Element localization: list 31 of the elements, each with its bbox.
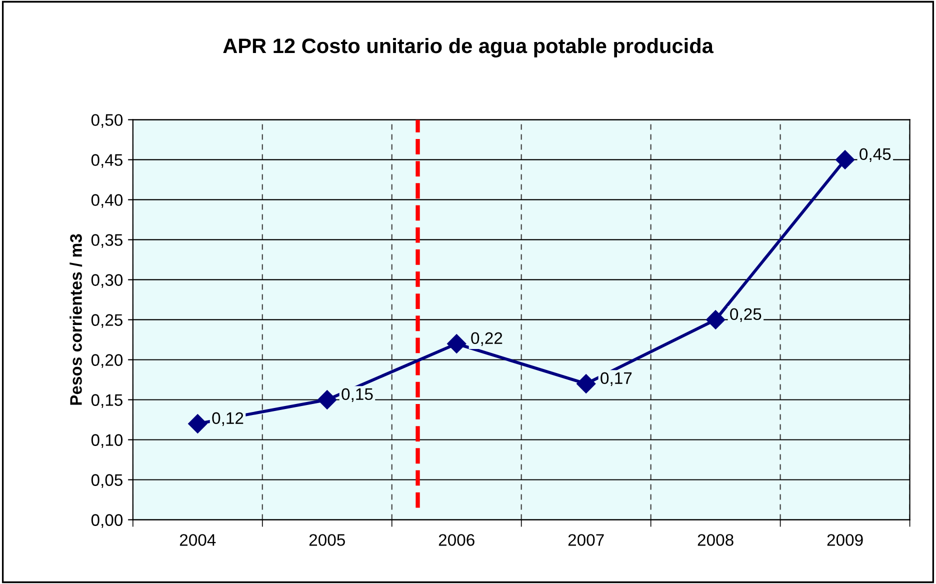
point xyxy=(576,374,596,394)
y-tick-label: 0,20 xyxy=(91,354,123,368)
x-tick-label: 2005 xyxy=(309,534,345,546)
data-label: 0,17 xyxy=(600,372,632,386)
y-tick-label: 0,35 xyxy=(91,234,122,248)
x-tick-label: 2009 xyxy=(827,534,863,546)
point xyxy=(318,390,337,410)
y-tick-label: 0,10 xyxy=(91,434,123,448)
y-tick-label: 0,40 xyxy=(91,194,123,208)
point xyxy=(706,310,726,330)
data-label: 0,15 xyxy=(342,388,373,402)
y-tick-label: 0,05 xyxy=(91,474,122,488)
point xyxy=(188,414,208,434)
data-label: 0,12 xyxy=(212,412,244,426)
y-tick-label: 0,15 xyxy=(91,394,122,408)
y-tick-label: 0,30 xyxy=(91,274,123,288)
y-tick-label: 0,00 xyxy=(91,514,123,528)
x-tick-label: 2006 xyxy=(438,534,474,546)
point xyxy=(836,150,855,170)
point xyxy=(447,334,466,354)
x-tick-label: 2008 xyxy=(698,534,734,546)
chart-title: APR 12 Costo unitario de agua potable producida xyxy=(223,38,714,58)
y-tick-label: 0,50 xyxy=(91,114,123,128)
data-label: 0,25 xyxy=(730,308,762,322)
y-tick-label: 0,25 xyxy=(91,314,122,328)
data-label: 0,22 xyxy=(471,332,502,346)
data-label: 0,45 xyxy=(860,148,891,162)
x-tick-label: 2004 xyxy=(180,534,216,546)
x-tick-label: 2007 xyxy=(568,534,604,546)
y-tick-label: 0,45 xyxy=(91,154,122,168)
y-axis-title: Pesos corrientes / m3 xyxy=(70,234,82,405)
